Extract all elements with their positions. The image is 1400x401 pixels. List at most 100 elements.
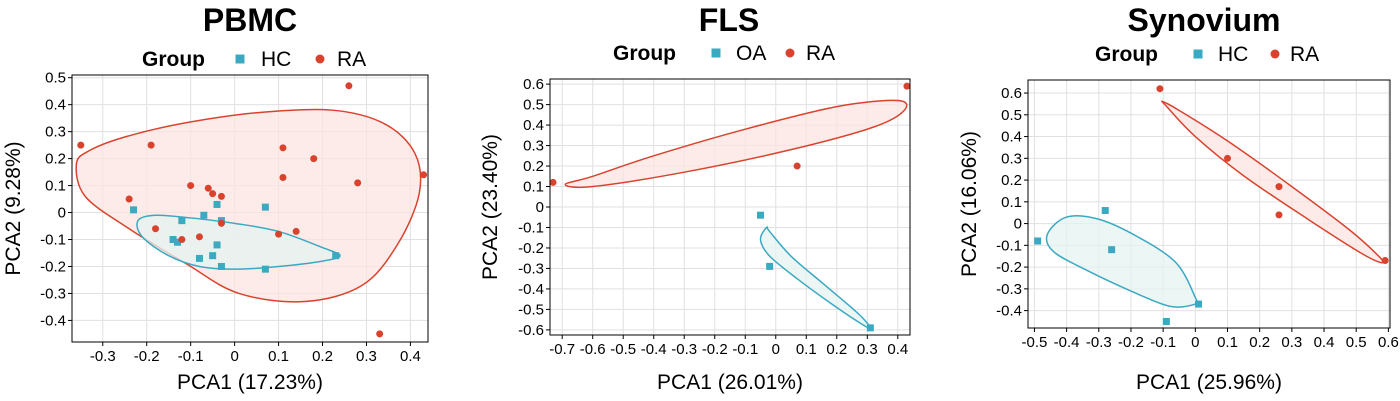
point-hc [209, 252, 217, 260]
x-tick-label: -0.5 [1022, 334, 1048, 351]
x-tick-label: 0.3 [356, 348, 377, 365]
legend-label-hc: HC [1218, 43, 1248, 66]
legend-marker-ra [785, 48, 795, 58]
point-hc [1034, 237, 1042, 245]
y-tick-label: 0.1 [523, 179, 544, 196]
y-tick-label: 0 [58, 205, 66, 222]
y-tick-label: -0.3 [40, 285, 66, 302]
y-tick-label: 0 [536, 199, 544, 216]
point-ra [903, 82, 911, 90]
y-axis-label: PCA2 (9.28%) [2, 141, 25, 275]
point-ra [125, 195, 133, 203]
y-tick-label: 0.5 [45, 70, 66, 87]
y-tick-label: 0 [1014, 216, 1022, 233]
point-hc [178, 217, 186, 225]
y-axis-label: PCA2 (16.06%) [958, 131, 981, 277]
y-tick-label: -0.3 [518, 260, 544, 277]
point-ra [77, 141, 85, 149]
x-tick-label: 0.4 [1314, 334, 1335, 351]
x-tick-label: 0.3 [857, 341, 878, 358]
x-tick-label: -0.2 [702, 341, 728, 358]
y-tick-label: -0.5 [518, 301, 544, 318]
y-tick-label: 0.3 [1001, 150, 1022, 167]
y-tick-label: 0.5 [523, 97, 544, 114]
ellipse-hc [1045, 215, 1199, 308]
legend-label-ra: RA [337, 48, 366, 71]
x-tick-label: 0.4 [887, 341, 908, 358]
point-ra [310, 155, 318, 163]
point-hc [173, 238, 181, 246]
x-tick-label: 0 [1191, 334, 1199, 351]
legend-label-ra: RA [806, 42, 835, 65]
point-hc [1108, 246, 1116, 254]
x-tick-label: 0.2 [312, 348, 333, 365]
x-tick-label: 0.1 [268, 348, 289, 365]
legend-marker-oa [711, 48, 721, 58]
chart-0: PBMC Group HC RA -0.3 -0.2 -0.1 0 0.1 0.2 0.3 0.4 0.… [2, 2, 429, 394]
point-hc [213, 241, 221, 249]
y-tick-label: -0.1 [996, 237, 1022, 254]
x-tick-label: -0.5 [610, 341, 636, 358]
x-tick-label: 0.1 [796, 341, 817, 358]
point-hc [213, 200, 221, 208]
y-tick-label: 0.2 [523, 158, 544, 175]
y-tick-label: -0.1 [518, 219, 544, 236]
point-ra [279, 173, 287, 181]
x-tick-label: 0.4 [400, 348, 421, 365]
y-tick-label: 0.4 [523, 117, 544, 134]
point-ra [549, 178, 557, 186]
x-axis-label: PCA1 (26.01%) [657, 371, 803, 394]
plot-frame [71, 74, 429, 343]
legend-label-hc: HC [261, 48, 291, 71]
y-tick-label: 0.2 [1001, 172, 1022, 189]
legend-marker-hc [1193, 49, 1203, 59]
plot-area [1045, 100, 1385, 308]
y-tick-label: -0.2 [996, 259, 1022, 276]
point-ra [279, 144, 287, 152]
y-tick-label: 0.4 [1001, 129, 1022, 146]
point-ra [187, 182, 195, 190]
y-tick-label: -0.1 [40, 232, 66, 249]
point-oa [757, 211, 765, 219]
point-ra [217, 192, 225, 200]
x-tick-label: -0.1 [178, 348, 204, 365]
point-hc [1162, 317, 1170, 325]
legend: Group OA RA [613, 42, 835, 65]
y-tick-label: -0.2 [518, 240, 544, 257]
legend: Group HC RA [1095, 43, 1319, 66]
y-tick-label: -0.4 [996, 303, 1022, 320]
point-oa [766, 262, 774, 270]
plot-area [75, 108, 422, 303]
y-tick-label: -0.3 [996, 281, 1022, 298]
x-tick-label: -0.2 [1118, 334, 1144, 351]
x-tick-label: -0.3 [1086, 334, 1112, 351]
point-hc [1101, 207, 1109, 215]
y-tick-label: -0.4 [518, 281, 544, 298]
y-tick-label: 0.4 [45, 97, 66, 114]
legend-marker-ra [1270, 49, 1280, 59]
point-ra [1381, 257, 1389, 265]
y-tick-label: 0.3 [45, 124, 66, 141]
point-hc [130, 206, 138, 214]
point-ra [147, 141, 155, 149]
ellipse-ra [1161, 100, 1385, 264]
point-oa [866, 324, 874, 332]
point-hc [261, 265, 269, 273]
x-axis-label: PCA1 (17.23%) [177, 371, 323, 394]
grid [1028, 80, 1390, 328]
point-hc [169, 236, 177, 244]
plot-area [564, 99, 908, 330]
y-tick-label: 0.1 [1001, 194, 1022, 211]
x-tick-label: -0.4 [641, 341, 667, 358]
y-tick-label: 0.6 [523, 76, 544, 93]
point-ra [1275, 183, 1283, 191]
x-tick-label: 0.2 [1249, 334, 1270, 351]
ellipse-oa [759, 226, 872, 330]
x-tick-label: -0.3 [671, 341, 697, 358]
legend-marker-ra [315, 54, 325, 64]
point-hc [332, 252, 340, 260]
y-tick-label: 0.3 [523, 138, 544, 155]
